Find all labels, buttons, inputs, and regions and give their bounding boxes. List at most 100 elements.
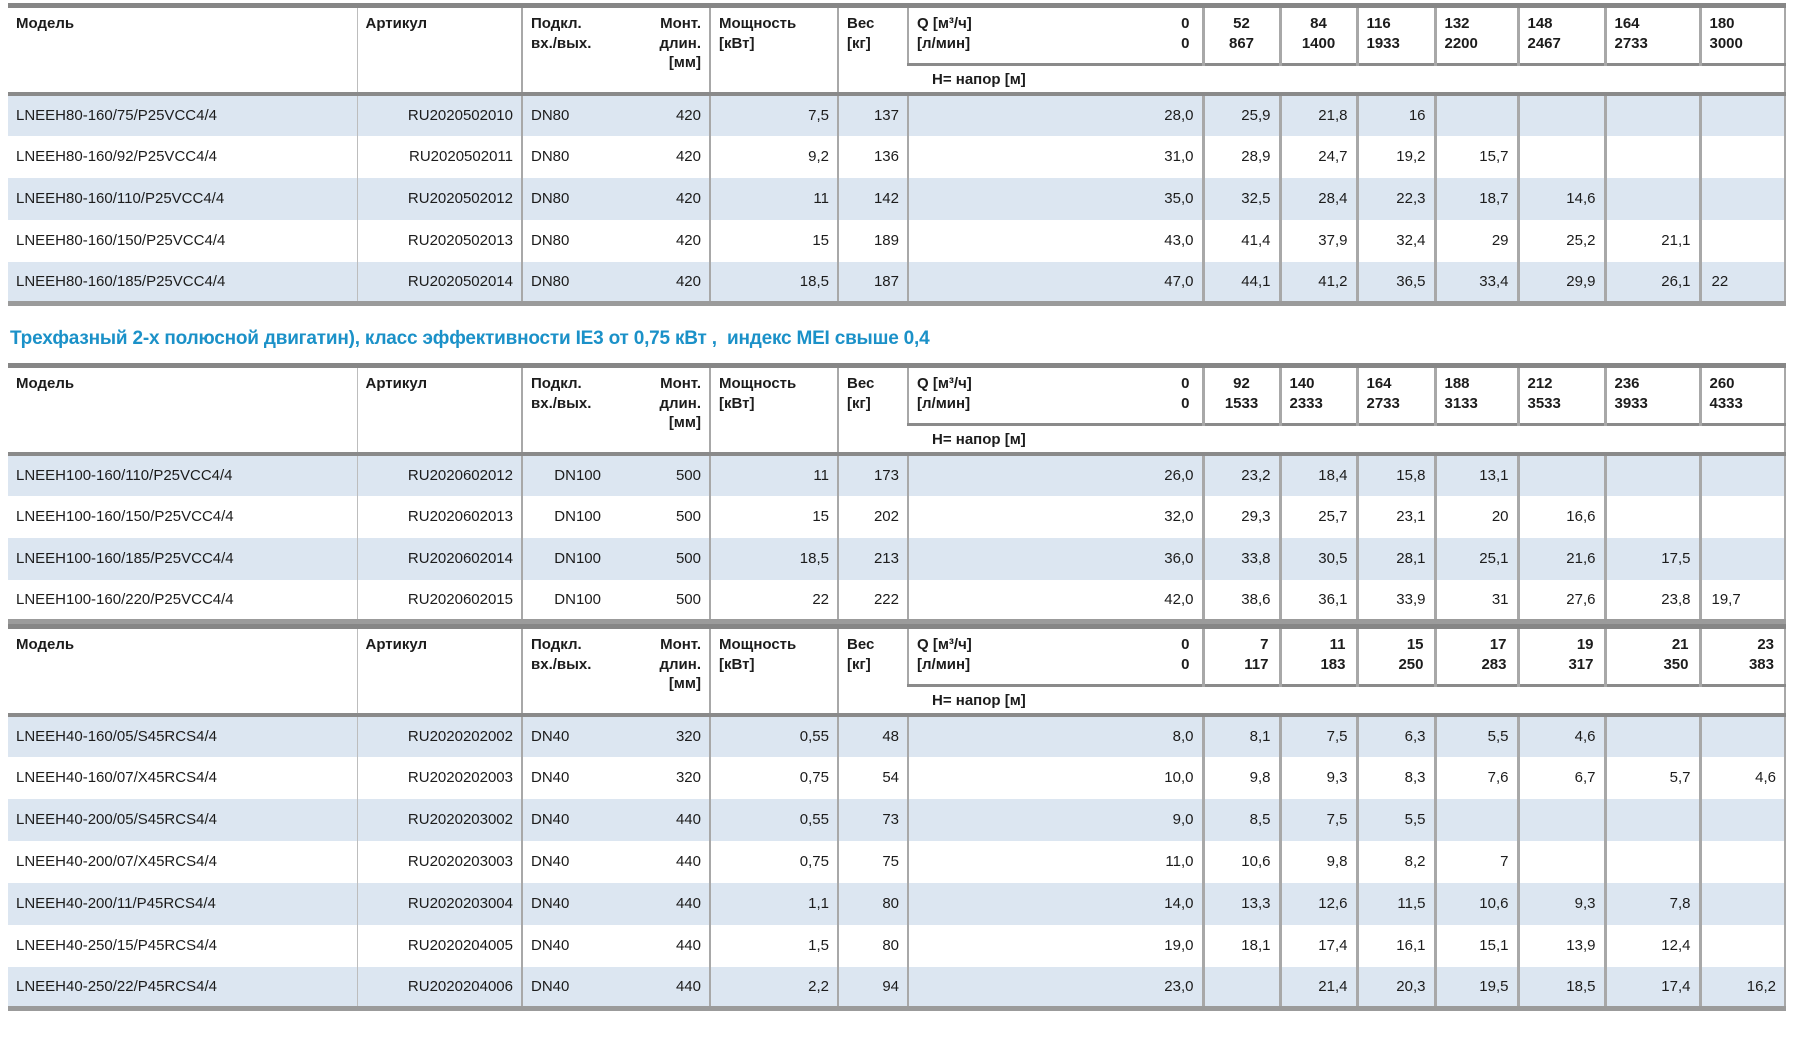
head-value-cell: 8,1 bbox=[1201, 714, 1280, 757]
head-value-cell bbox=[1698, 219, 1785, 262]
head-value-cell: 10,6 bbox=[1433, 882, 1518, 925]
head-value-cell bbox=[1603, 495, 1700, 538]
catalog-page: Модель Артикул Подкл. вх./вых. Монт. длин. [мм… bbox=[8, 3, 1786, 1011]
head-value-cell bbox=[1603, 798, 1700, 841]
head-at-q0-cell: 11,0 bbox=[907, 840, 1203, 883]
head-value-cell: 10,6 bbox=[1201, 840, 1280, 883]
head-at-q0-cell: 26,0 bbox=[907, 453, 1203, 496]
head-value-cell: 28,9 bbox=[1201, 135, 1280, 178]
connection-cell: DN100 bbox=[521, 453, 625, 496]
head-value-cell: 30,5 bbox=[1278, 537, 1357, 580]
table-row: LNEEH80-160/185/P25VCC4/4 RU2020502014 DN8… bbox=[8, 261, 1785, 304]
col-header-power: Мощность [кВт] bbox=[709, 365, 838, 456]
power-cell: 0,75 bbox=[709, 756, 838, 799]
model-cell: LNEEH100-160/150/P25VCC4/4 bbox=[16, 507, 234, 525]
table-row: LNEEH40-160/05/S45RCS4/4 RU2020202002 DN40… bbox=[8, 714, 1785, 757]
article-cell: RU2020203003 bbox=[356, 840, 522, 883]
head-value-cell: 32,5 bbox=[1201, 177, 1280, 220]
head-value-cell: 9,8 bbox=[1278, 840, 1357, 883]
article-cell: RU2020202002 bbox=[356, 714, 522, 757]
weight-cell: 142 bbox=[837, 177, 908, 220]
header-row: Модель Артикул Подкл. вх./вых. Монт. длин. [мм… bbox=[8, 626, 1785, 717]
col-header-flow-52: 52 867 bbox=[1201, 5, 1280, 65]
pump-data-table-lneeh40: Модель Артикул Подкл. вх./вых. Монт. длин. [мм… bbox=[8, 624, 1786, 1011]
col-header-mount-length: Монт. длин. [мм] bbox=[625, 626, 710, 717]
head-at-q0-cell: 28,0 bbox=[907, 93, 1203, 136]
head-at-q0-cell: 9,0 bbox=[907, 798, 1203, 841]
connection-cell: DN80 bbox=[521, 177, 625, 220]
head-unit-label: H= напор [м] bbox=[908, 63, 1785, 96]
col-header-flow-q: Q [м³/ч] 0 [л/мин] 0 bbox=[907, 626, 1203, 686]
head-value-cell bbox=[1603, 453, 1700, 496]
head-value-cell: 11,5 bbox=[1355, 882, 1435, 925]
head-at-q0-cell: 10,0 bbox=[907, 756, 1203, 799]
head-value-cell: 17,5 bbox=[1603, 537, 1700, 580]
connection-cell: DN80 bbox=[521, 93, 625, 136]
head-value-cell: 18,1 bbox=[1201, 924, 1280, 967]
head-value-cell: 4,6 bbox=[1698, 756, 1785, 799]
power-cell: 0,55 bbox=[709, 714, 838, 757]
head-value-cell: 12,6 bbox=[1278, 882, 1357, 925]
head-value-cell: 7,8 bbox=[1603, 882, 1700, 925]
power-cell: 0,75 bbox=[709, 840, 838, 883]
head-value-cell bbox=[1603, 840, 1700, 883]
head-value-cell bbox=[1433, 798, 1518, 841]
table-row: LNEEH40-250/22/P45RCS4/4 RU2020204006 DN40… bbox=[8, 966, 1785, 1009]
head-value-cell bbox=[1698, 714, 1785, 757]
head-value-cell: 19,7 bbox=[1698, 579, 1785, 622]
pump-table-slot-lneeh80: Модель Артикул Подкл. вх./вых. Монт. длин. [мм… bbox=[8, 3, 1786, 306]
section-heading: Трехфазный 2-х полюсной двигатин), класс… bbox=[10, 328, 930, 349]
head-value-cell: 5,5 bbox=[1355, 798, 1435, 841]
col-header-flow-132: 132 2200 bbox=[1433, 5, 1518, 65]
weight-cell: 137 bbox=[837, 93, 908, 136]
col-header-flow-236: 236 3933 bbox=[1603, 365, 1700, 425]
col-header-flow-164: 164 2733 bbox=[1355, 365, 1435, 425]
connection-cell: DN40 bbox=[521, 966, 625, 1009]
model-cell: LNEEH40-200/07/X45RCS4/4 bbox=[16, 852, 217, 870]
head-value-cell bbox=[1698, 798, 1785, 841]
col-header-flow-140: 140 2333 bbox=[1278, 365, 1357, 425]
head-value-cell: 16,2 bbox=[1698, 966, 1785, 1009]
connection-cell: DN80 bbox=[521, 261, 625, 304]
head-at-q0-cell: 31,0 bbox=[907, 135, 1203, 178]
head-value-cell: 7 bbox=[1433, 840, 1518, 883]
col-header-power: Мощность [кВт] bbox=[709, 5, 838, 96]
col-header-connection: Подкл. вх./вых. bbox=[521, 5, 625, 96]
head-value-cell bbox=[1516, 135, 1605, 178]
connection-cell: DN40 bbox=[521, 840, 625, 883]
head-value-cell: 17,4 bbox=[1603, 966, 1700, 1009]
connection-cell: DN40 bbox=[521, 756, 625, 799]
col-header-power: Мощность [кВт] bbox=[709, 626, 838, 717]
head-value-cell: 41,4 bbox=[1201, 219, 1280, 262]
head-value-cell: 26,1 bbox=[1603, 261, 1700, 304]
col-header-flow-148: 148 2467 bbox=[1516, 5, 1605, 65]
col-header-flow-180: 180 3000 bbox=[1698, 5, 1785, 65]
model-cell: LNEEH80-160/92/P25VCC4/4 bbox=[16, 147, 217, 165]
pump-table-slot-lneeh40: Модель Артикул Подкл. вх./вых. Монт. длин. [мм… bbox=[8, 624, 1786, 1011]
head-unit-label: H= напор [м] bbox=[908, 684, 1785, 717]
head-value-cell: 18,7 bbox=[1433, 177, 1518, 220]
head-value-cell: 6,7 bbox=[1516, 756, 1605, 799]
head-value-cell: 9,3 bbox=[1278, 756, 1357, 799]
head-value-cell: 9,3 bbox=[1516, 882, 1605, 925]
mount-length-cell: 440 bbox=[675, 852, 701, 870]
power-cell: 1,1 bbox=[709, 882, 838, 925]
header-row: Модель Артикул Подкл. вх./вых. Монт. длин. [мм… bbox=[8, 5, 1785, 96]
weight-cell: 222 bbox=[837, 579, 908, 622]
head-value-cell: 32,4 bbox=[1355, 219, 1435, 262]
pump-data-table-lneeh80: Модель Артикул Подкл. вх./вых. Монт. длин. [мм… bbox=[8, 3, 1786, 306]
article-cell: RU2020502014 bbox=[356, 261, 522, 304]
col-header-article: Артикул bbox=[356, 5, 522, 96]
col-header-mount-length: Монт. длин. [мм] bbox=[625, 365, 710, 456]
col-header-flow-212: 212 3533 bbox=[1516, 365, 1605, 425]
connection-cell: DN100 bbox=[521, 495, 625, 538]
head-value-cell: 13,3 bbox=[1201, 882, 1280, 925]
table-row: LNEEH40-200/11/P45RCS4/4 RU2020203004 DN40… bbox=[8, 882, 1785, 925]
head-value-cell: 13,9 bbox=[1516, 924, 1605, 967]
col-header-flow-19: 19 317 bbox=[1516, 626, 1605, 686]
head-value-cell bbox=[1698, 135, 1785, 178]
head-value-cell: 29,9 bbox=[1516, 261, 1605, 304]
head-value-cell: 13,1 bbox=[1433, 453, 1518, 496]
weight-cell: 80 bbox=[837, 924, 908, 967]
head-value-cell: 38,6 bbox=[1201, 579, 1280, 622]
